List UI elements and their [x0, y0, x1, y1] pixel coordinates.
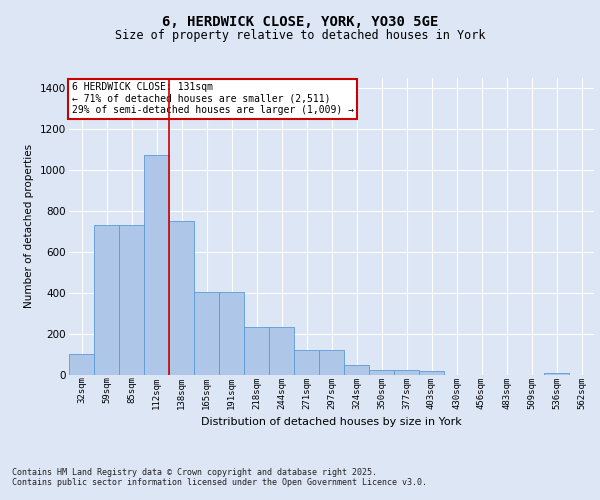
Bar: [544, 373, 569, 375]
Text: 6, HERDWICK CLOSE, YORK, YO30 5GE: 6, HERDWICK CLOSE, YORK, YO30 5GE: [162, 16, 438, 30]
Y-axis label: Number of detached properties: Number of detached properties: [25, 144, 34, 308]
Bar: [319, 350, 344, 375]
Text: Size of property relative to detached houses in York: Size of property relative to detached ho…: [115, 28, 485, 42]
Text: Contains HM Land Registry data © Crown copyright and database right 2025.: Contains HM Land Registry data © Crown c…: [12, 468, 377, 477]
Bar: [344, 364, 369, 375]
Bar: [244, 327, 269, 375]
Text: Contains public sector information licensed under the Open Government Licence v3: Contains public sector information licen…: [12, 478, 427, 487]
Bar: [269, 327, 294, 375]
Bar: [194, 292, 219, 375]
Text: 6 HERDWICK CLOSE: 131sqm
← 71% of detached houses are smaller (2,511)
29% of sem: 6 HERDWICK CLOSE: 131sqm ← 71% of detach…: [71, 82, 353, 115]
Bar: [394, 370, 419, 375]
Bar: [219, 292, 244, 375]
X-axis label: Distribution of detached houses by size in York: Distribution of detached houses by size …: [201, 417, 462, 427]
Bar: [369, 370, 394, 375]
Bar: [144, 156, 169, 375]
Bar: [69, 354, 94, 375]
Bar: [169, 221, 194, 375]
Bar: [94, 225, 119, 375]
Bar: [419, 371, 444, 375]
Bar: [294, 350, 319, 375]
Bar: [119, 225, 144, 375]
